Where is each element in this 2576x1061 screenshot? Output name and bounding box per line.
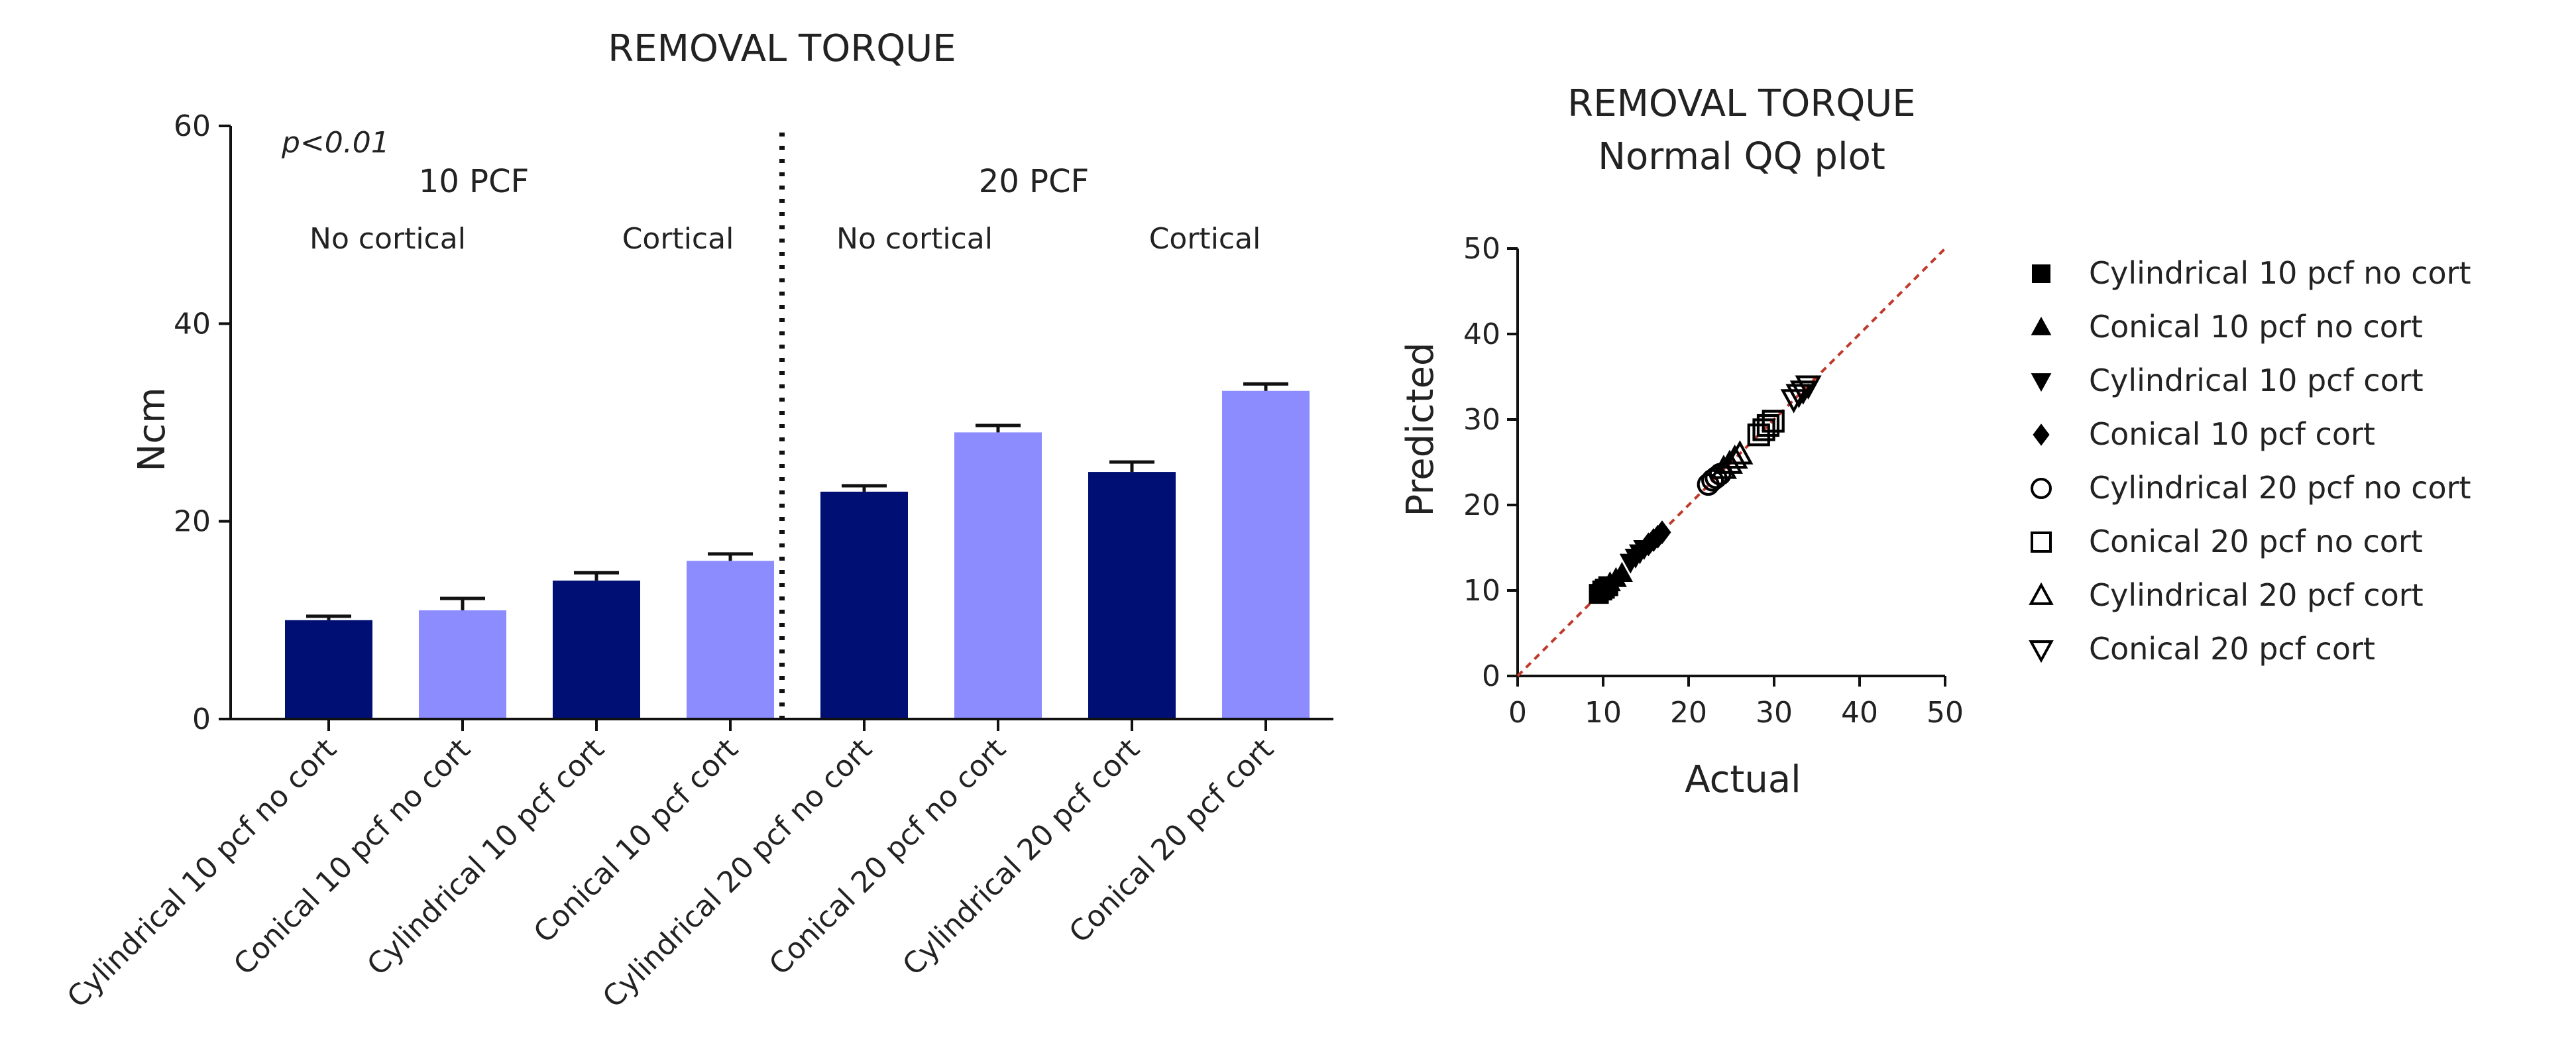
bar-category-label: Conical 20 pcf no cort xyxy=(763,732,1013,982)
qq-point xyxy=(1610,561,1633,582)
qq-title: REMOVAL TORQUE xyxy=(1567,82,1915,125)
qq-x-tick-label: 40 xyxy=(1841,696,1878,730)
legend-marker-icon xyxy=(2029,640,2054,663)
bar-category-label: Cylindrical 10 pcf no cort xyxy=(61,732,343,1015)
qq-y-tick-label: 20 xyxy=(1463,488,1500,522)
bar xyxy=(1088,472,1176,719)
bar-category-label: Conical 10 pcf no cort xyxy=(227,732,477,982)
bar-y-tick-label: 40 xyxy=(174,307,211,341)
bar-y-axis: 0 20 40 60 xyxy=(174,109,232,736)
bar-category-label: Cylindrical 20 pcf no cort xyxy=(596,732,879,1015)
sublabel-20pcf-no-cortical: No cortical xyxy=(836,222,993,256)
sublabel-10pcf-cortical: Cortical xyxy=(622,222,734,256)
qq-x-tick-label: 30 xyxy=(1756,696,1793,730)
qq-y-tick-label: 30 xyxy=(1463,403,1500,437)
sublabel-10pcf-no-cortical: No cortical xyxy=(309,222,466,256)
qq-point xyxy=(1785,384,1813,408)
bar-chart: REMOVAL TORQUE p<0.01 10 PCF 20 PCF No c… xyxy=(61,27,1333,1015)
legend-marker-icon xyxy=(2029,582,2054,605)
bar-marks xyxy=(285,382,1310,719)
qq-x-tick-label: 20 xyxy=(1670,696,1707,730)
bar-y-tick-label: 0 xyxy=(192,702,211,736)
qq-points xyxy=(1589,375,1822,604)
qq-axes: 0 10 20 30 40 50 0 10 20 30 40 50 xyxy=(1463,232,1964,730)
legend-marker-icon xyxy=(2031,316,2052,335)
legend-item-label: Conical 20 pcf no cort xyxy=(2089,524,2423,559)
bar xyxy=(820,491,908,719)
qq-point xyxy=(1726,440,1754,465)
legend-marker-icon xyxy=(2031,373,2052,392)
bar xyxy=(553,581,640,719)
qq-point xyxy=(1653,520,1671,545)
qq-x-tick-label: 10 xyxy=(1585,696,1622,730)
sublabel-20pcf-cortical: Cortical xyxy=(1149,222,1261,256)
qq-point xyxy=(1795,375,1822,400)
legend-marker-icon xyxy=(2032,264,2050,283)
legend-item-label: Conical 10 pcf no cort xyxy=(2089,309,2423,345)
legend-marker-icon xyxy=(2031,531,2052,553)
bar-category-label: Cylindrical 10 pcf cort xyxy=(361,732,610,982)
legend-item-label: Conical 10 pcf cort xyxy=(2089,416,2375,452)
bar xyxy=(1222,390,1310,719)
qq-y-tick-label: 0 xyxy=(1482,659,1500,693)
bar xyxy=(285,620,372,719)
legend-item-label: Cylindrical 20 pcf no cort xyxy=(2089,470,2471,506)
bar-y-tick-label: 20 xyxy=(174,505,211,539)
qq-x-tick-label: 50 xyxy=(1927,696,1964,730)
qq-y-axis-title: Predicted xyxy=(1399,343,1442,517)
qq-y-tick-label: 40 xyxy=(1463,317,1500,351)
bar-category-label: Cylindrical 20 pcf cort xyxy=(896,732,1146,982)
bar-y-axis-title: Ncm xyxy=(131,387,174,471)
qq-x-axis-title: Actual xyxy=(1685,758,1801,801)
qq-subtitle: Normal QQ plot xyxy=(1598,135,1885,178)
legend-item-label: Cylindrical 10 pcf cort xyxy=(2089,363,2424,398)
qq-point xyxy=(1762,410,1785,433)
qq-point xyxy=(1780,389,1807,414)
qq-point xyxy=(1789,380,1817,405)
bar xyxy=(687,561,774,719)
qq-y-tick-label: 10 xyxy=(1463,574,1500,608)
bar-chart-title: REMOVAL TORQUE xyxy=(608,27,956,70)
group-label-10pcf: 10 PCF xyxy=(419,163,529,200)
qq-legend: Cylindrical 10 pcf no cort Conical 10 pcf… xyxy=(2029,255,2471,667)
bar xyxy=(419,610,506,719)
legend-item-label: Cylindrical 20 pcf cort xyxy=(2089,577,2424,613)
qq-x-tick-label: 0 xyxy=(1508,696,1527,730)
qq-plot: REMOVAL TORQUE Normal QQ plot Predicted … xyxy=(1399,82,1964,801)
qq-point xyxy=(1756,414,1780,437)
legend-marker-icon xyxy=(2031,478,2052,499)
legend-item-label: Conical 20 pcf cort xyxy=(2089,631,2375,667)
legend-item-label: Cylindrical 10 pcf no cort xyxy=(2089,255,2471,291)
qq-point xyxy=(1721,444,1748,469)
p-value-annotation: p<0.01 xyxy=(281,126,390,160)
legend-marker-icon xyxy=(2033,423,2050,446)
bar xyxy=(954,432,1042,719)
bar-y-tick-label: 60 xyxy=(174,109,211,143)
group-label-20pcf: 20 PCF xyxy=(979,163,1089,200)
qq-y-tick-label: 50 xyxy=(1463,232,1500,266)
